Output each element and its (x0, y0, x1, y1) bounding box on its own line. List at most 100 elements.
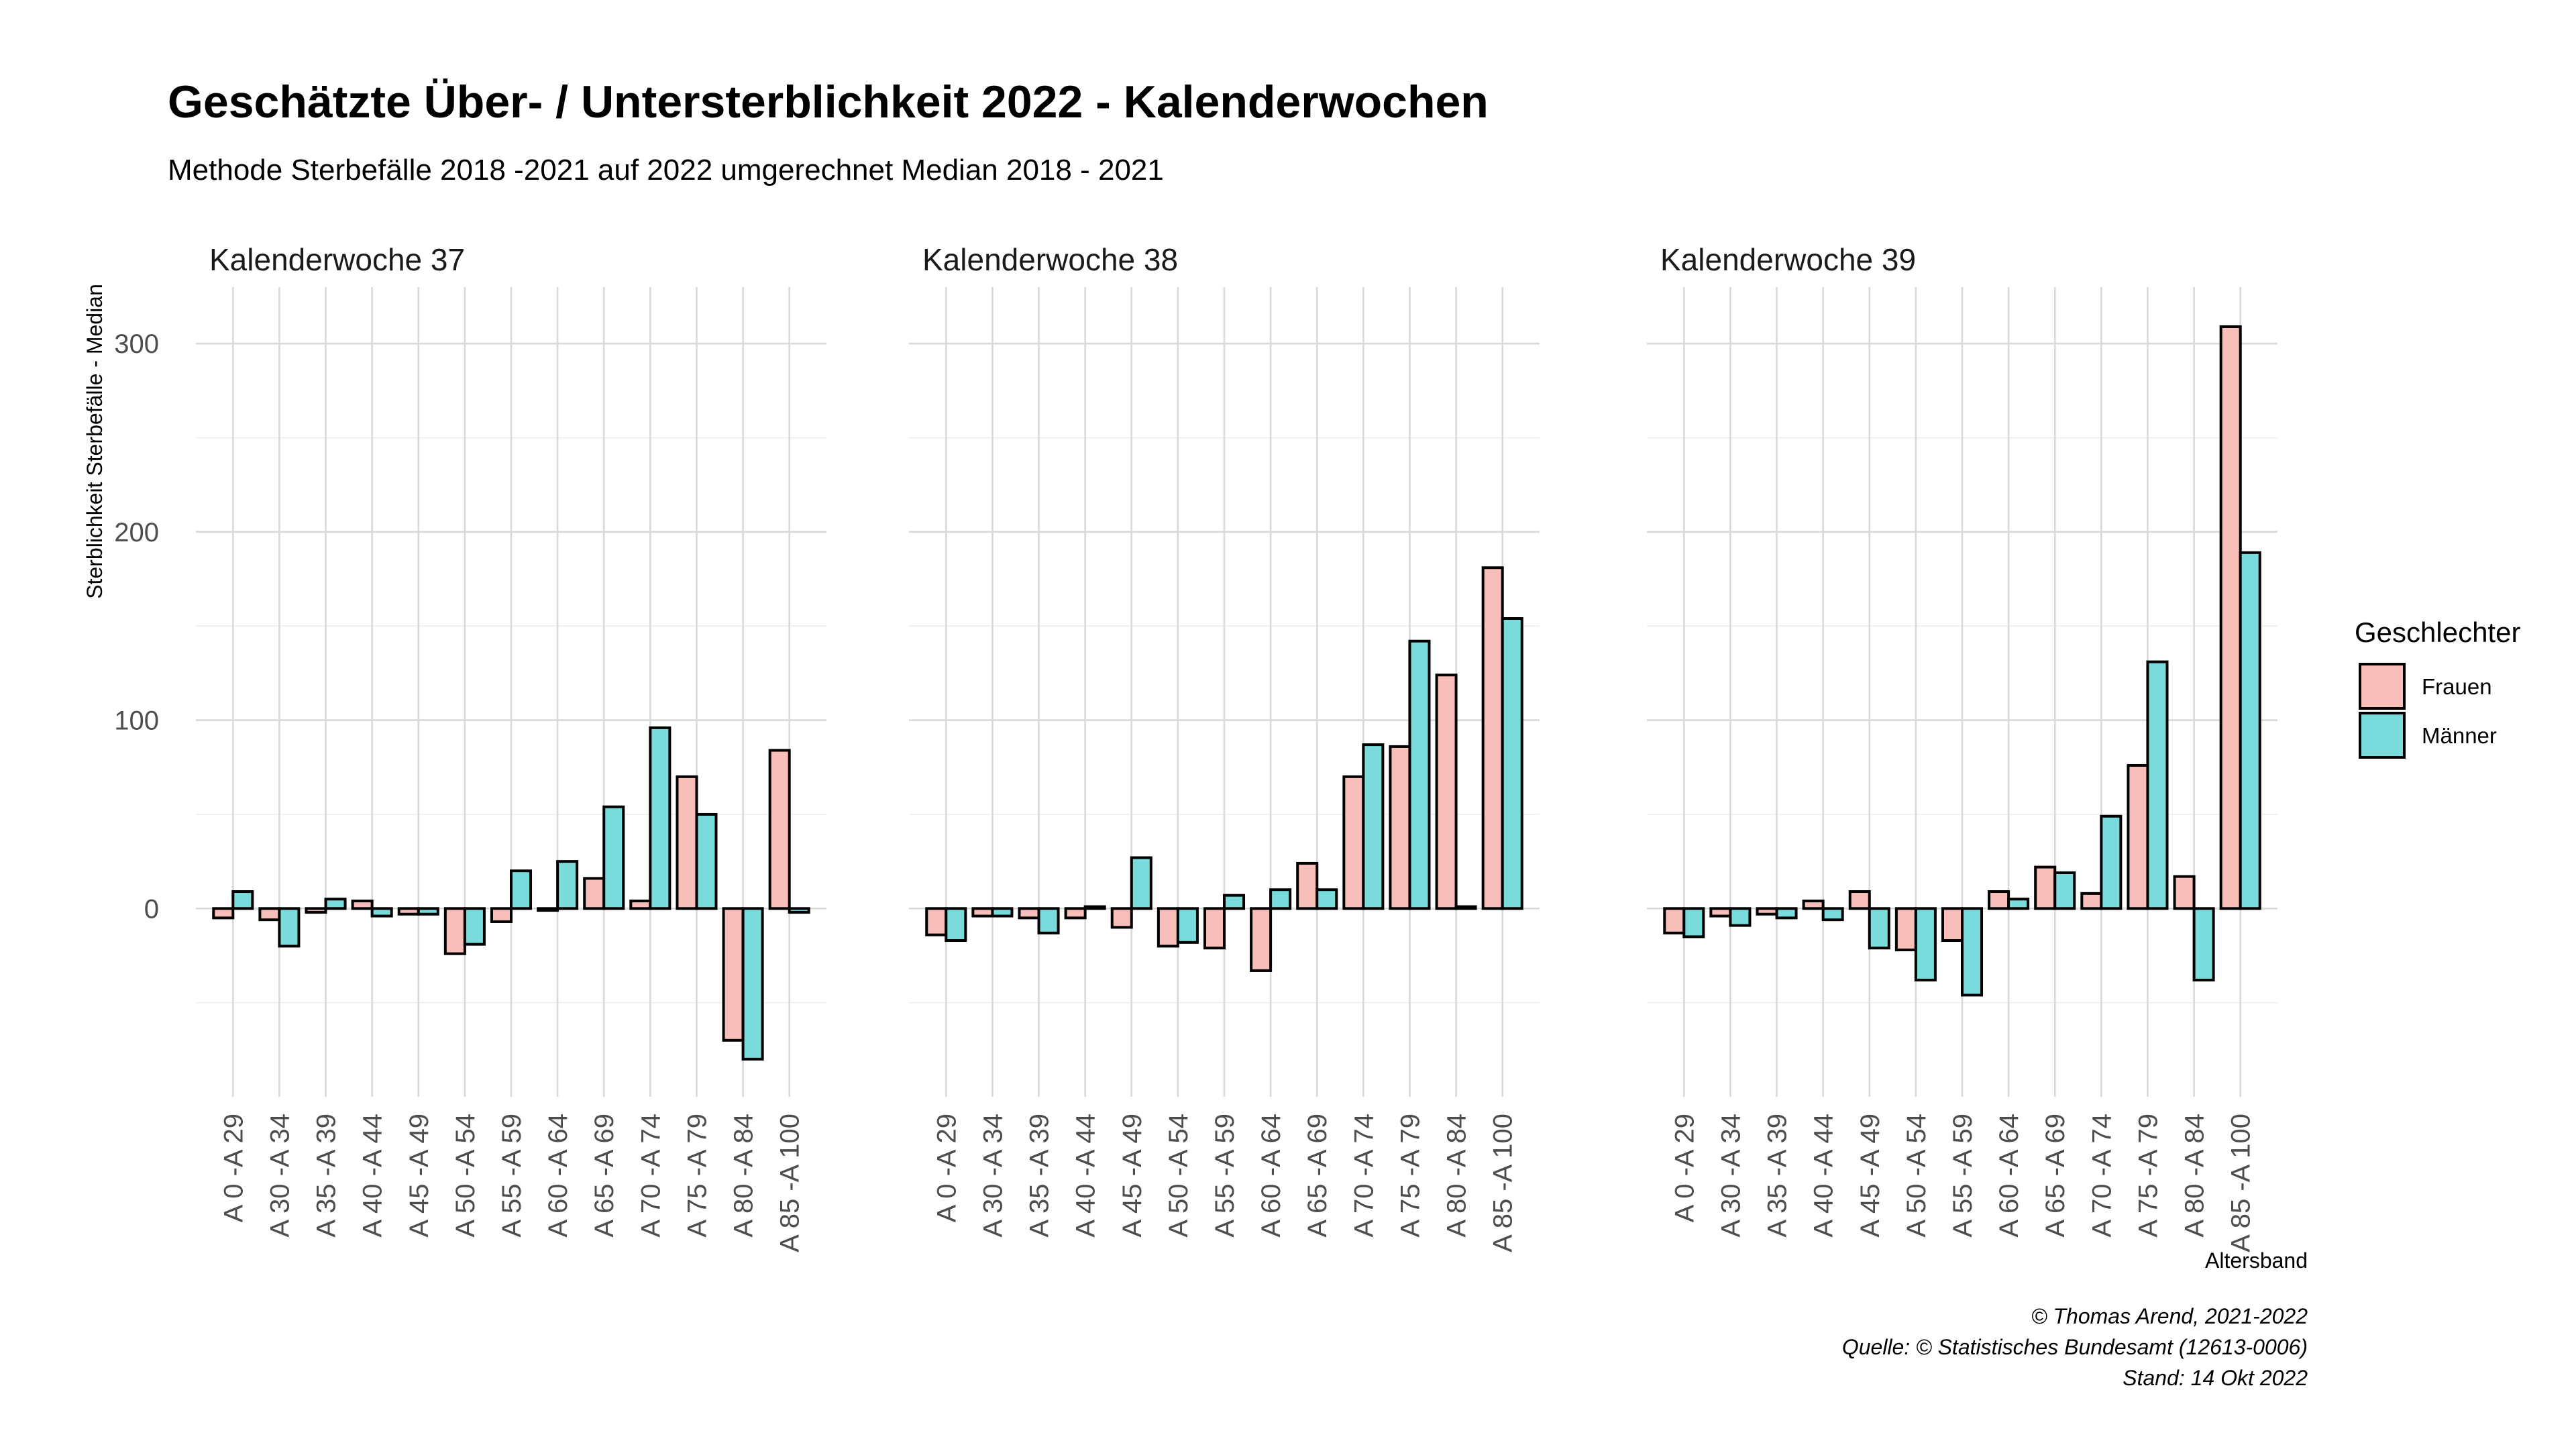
x-tick-label: A 75 -A 79 (1395, 1114, 1425, 1238)
bar-männer (788, 907, 810, 914)
x-tick-label: A 65 -A 69 (590, 1114, 619, 1238)
facet-panels: Kalenderwoche 37 0 100 200 300 A 0 -A 29 A 30 … (114, 242, 2277, 1252)
bar-frauen (1389, 745, 1411, 910)
x-tick-label: A 55 -A 59 (1210, 1114, 1240, 1238)
x-tick-label: A 50 -A 54 (1164, 1114, 1193, 1238)
x-tick-label: A 50 -A 54 (451, 1114, 480, 1238)
bar-frauen (212, 907, 235, 920)
x-tick-label: A 35 -A 39 (1025, 1114, 1055, 1238)
caption-author: © Thomas Arend, 2021-2022 (2031, 1304, 2308, 1328)
x-tick-label: A 65 -A 69 (2041, 1114, 2070, 1238)
x-tick-label: A 40 -A 44 (358, 1114, 388, 1238)
bar-männer (1223, 894, 1246, 910)
facet-strip-label: Kalenderwoche 37 (209, 242, 465, 277)
bar-frauen (676, 775, 698, 910)
bar-männer (602, 805, 625, 910)
bar-frauen (1481, 566, 1504, 910)
bar-frauen (305, 907, 327, 914)
legend: Geschlechter Frauen Männer (2355, 616, 2520, 759)
bar-männer (1501, 617, 1523, 910)
bar-frauen (1663, 907, 1686, 934)
x-tick-label: A 30 -A 34 (1716, 1114, 1746, 1238)
bar-männer (1269, 888, 1292, 910)
x-tick-label: A 35 -A 39 (1763, 1114, 1792, 1238)
facet-panel: Kalenderwoche 38 A 0 -A 29 A 30 -A 34 A 35 … (909, 242, 1540, 1252)
x-tick-label: A 0 -A 29 (1670, 1114, 1699, 1222)
x-axis-title: Altersband (2205, 1248, 2308, 1273)
bar-frauen (2034, 865, 2057, 910)
bar-frauen (537, 907, 559, 912)
x-tick-label: A 85 -A 100 (2226, 1114, 2256, 1252)
y-axis-title: Sterblichkeit Sterbefälle - Median (83, 284, 107, 599)
bar-männer (1454, 905, 1477, 910)
chart-title: Geschätzte Über- / Untersterblichkeit 20… (168, 76, 1489, 127)
x-tick-label: A 60 -A 64 (543, 1114, 573, 1238)
bar-frauen (1296, 861, 1319, 910)
bar-frauen (722, 907, 745, 1042)
bar-männer (991, 907, 1014, 918)
x-tick-label: A 70 -A 74 (1349, 1114, 1379, 1238)
bar-männer (945, 907, 967, 943)
bar-männer (2007, 898, 2030, 910)
bar-männer (1775, 907, 1798, 920)
legend-key-männer (2359, 712, 2406, 759)
bar-männer (2100, 814, 2123, 910)
bar-frauen (1894, 907, 1917, 952)
bar-männer (324, 898, 347, 910)
x-tick-label: A 80 -A 84 (1442, 1114, 1472, 1238)
bar-frauen (1988, 890, 2010, 910)
bar-männer (1176, 907, 1199, 944)
bar-männer (1130, 856, 1152, 910)
x-tick-label: A 75 -A 79 (682, 1114, 712, 1238)
facet-strip-label: Kalenderwoche 39 (1660, 242, 1916, 277)
x-tick-label: A 30 -A 34 (265, 1114, 294, 1238)
bar-frauen (490, 907, 513, 923)
bar-männer (1362, 743, 1385, 910)
bar-männer (1682, 907, 1705, 938)
bar-männer (2239, 551, 2261, 910)
legend-label: Männer (2422, 723, 2497, 748)
x-tick-label: A 60 -A 64 (1994, 1114, 2024, 1238)
bar-männer (2192, 907, 2215, 981)
bar-frauen (1941, 907, 1964, 943)
bar-frauen (1848, 890, 1871, 910)
facet-panel: Kalenderwoche 37 0 100 200 300 A 0 -A 29 A 30 … (114, 242, 826, 1252)
bar-männer (510, 869, 533, 910)
bar-männer (2146, 660, 2169, 910)
x-tick-label: A 55 -A 59 (497, 1114, 527, 1238)
caption-source: Quelle: © Statistisches Bundesamt (12613… (1842, 1335, 2308, 1359)
bar-männer (1083, 905, 1106, 910)
y-tick-label: 200 (114, 518, 159, 547)
bar-frauen (258, 907, 281, 922)
facet-panel: Kalenderwoche 39 A 0 -A 29 A 30 -A 34 A 35 … (1647, 242, 2277, 1252)
bar-männer (1316, 888, 1338, 910)
bar-männer (370, 907, 393, 918)
bar-männer (1868, 907, 1890, 950)
bar-frauen (1018, 907, 1040, 920)
x-tick-label: A 45 -A 49 (1118, 1114, 1147, 1238)
chart-subtitle: Methode Sterbefälle 2018 -2021 auf 2022 … (168, 154, 1164, 186)
bar-männer (1821, 907, 1844, 922)
bar-frauen (397, 907, 420, 916)
y-tick-label: 0 (144, 894, 159, 924)
bar-frauen (1342, 775, 1365, 910)
bar-männer (1729, 907, 1752, 927)
bar-männer (2053, 871, 2076, 910)
bar-männer (278, 907, 301, 948)
x-tick-label: A 75 -A 79 (2133, 1114, 2163, 1238)
bar-frauen (583, 877, 606, 910)
bar-männer (1037, 907, 1060, 934)
legend-label: Frauen (2422, 674, 2492, 699)
bar-frauen (1110, 907, 1133, 929)
bar-männer (695, 812, 718, 910)
bar-frauen (1756, 907, 1778, 916)
legend-title: Geschlechter (2355, 616, 2520, 648)
bar-männer (231, 890, 254, 910)
x-tick-label: A 70 -A 74 (636, 1114, 665, 1238)
x-tick-label: A 65 -A 69 (1303, 1114, 1332, 1238)
x-tick-label: A 0 -A 29 (219, 1114, 248, 1222)
x-tick-label: A 50 -A 54 (1902, 1114, 1931, 1238)
x-tick-label: A 60 -A 64 (1256, 1114, 1286, 1238)
bar-frauen (971, 907, 994, 918)
